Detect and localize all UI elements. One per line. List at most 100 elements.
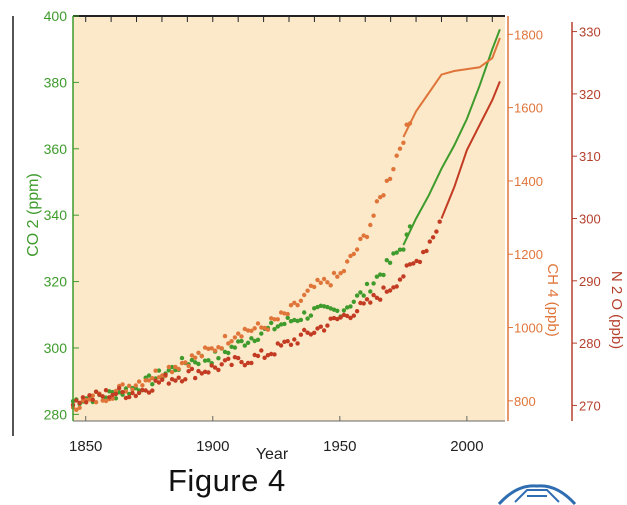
data-point-n2o	[374, 295, 380, 300]
data-point-n2o	[364, 297, 370, 302]
n2o-tick-label: 320	[579, 87, 601, 102]
x-axis-label: Year	[256, 446, 289, 463]
data-point-ch4	[368, 222, 373, 228]
n2o-tick-label: 290	[579, 274, 601, 289]
data-point-ch4	[348, 253, 353, 259]
data-point-n2o	[120, 389, 125, 395]
data-point-ch4	[123, 389, 129, 394]
data-point-n2o	[282, 339, 287, 344]
data-point-co2	[169, 364, 175, 370]
data-point-n2o	[186, 369, 191, 374]
data-point-ch4	[183, 360, 188, 365]
data-point-co2	[321, 304, 327, 309]
data-point-co2	[242, 343, 247, 348]
data-point-n2o	[292, 337, 297, 342]
data-point-ch4	[351, 251, 356, 257]
data-point-ch4	[74, 407, 79, 412]
data-point-ch4	[189, 353, 195, 358]
data-point-n2o	[236, 355, 241, 361]
data-point-ch4	[219, 346, 224, 351]
data-point-n2o	[335, 316, 340, 322]
data-point-n2o	[411, 261, 416, 266]
data-point-co2	[358, 290, 363, 295]
data-point-n2o	[275, 341, 280, 346]
data-point-ch4	[391, 167, 396, 172]
plot-area	[73, 16, 505, 421]
data-point-ch4	[206, 346, 211, 351]
ch4-tick-label: 1200	[514, 247, 543, 262]
x-tick-label: 1950	[323, 438, 356, 455]
data-point-co2	[374, 274, 380, 279]
data-point-co2	[127, 391, 132, 397]
data-point-ch4	[288, 303, 294, 308]
data-point-co2	[384, 258, 389, 263]
data-point-n2o	[318, 324, 323, 329]
data-point-co2	[150, 382, 155, 387]
x-tick-label: 2000	[450, 438, 483, 455]
data-point-n2o	[325, 323, 330, 328]
data-point-co2	[269, 320, 274, 326]
data-point-n2o	[150, 388, 155, 393]
data-point-co2	[325, 304, 330, 310]
ch4-tick-label: 1800	[514, 27, 543, 42]
data-point-n2o	[387, 288, 393, 293]
data-point-n2o	[143, 388, 148, 393]
series-layer	[70, 28, 501, 412]
data-point-ch4	[242, 326, 247, 332]
data-point-co2	[298, 317, 304, 323]
data-point-ch4	[166, 364, 171, 370]
data-point-n2o	[417, 259, 423, 265]
n2o-tick-label: 280	[579, 336, 601, 351]
data-point-n2o	[156, 380, 162, 385]
data-point-ch4	[358, 236, 363, 242]
data-point-n2o	[163, 372, 168, 377]
data-point-co2	[302, 310, 307, 315]
data-point-co2	[364, 281, 370, 287]
data-point-n2o	[160, 377, 165, 382]
data-point-co2	[285, 315, 290, 320]
data-point-co2	[381, 272, 386, 278]
n2o-tick-label: 310	[579, 149, 601, 164]
data-point-ch4	[387, 176, 393, 182]
data-point-co2	[315, 304, 320, 310]
data-point-co2	[255, 337, 261, 342]
data-point-co2	[196, 361, 201, 367]
data-point-n2o	[255, 353, 261, 359]
axis-layer: 1850 1900 1950 2000 Year 280 300 320 340 360 380 40…	[25, 8, 625, 463]
data-point-ch4	[378, 195, 383, 200]
data-point-n2o	[368, 300, 373, 305]
data-point-n2o	[414, 258, 419, 264]
data-point-n2o	[193, 375, 198, 381]
data-point-ch4	[404, 122, 409, 127]
data-point-ch4	[325, 280, 330, 285]
data-point-n2o	[305, 330, 310, 335]
data-point-n2o	[358, 300, 363, 306]
data-point-ch4	[335, 274, 340, 279]
data-point-n2o	[394, 284, 399, 289]
data-point-co2	[387, 260, 393, 265]
data-point-ch4	[110, 396, 115, 401]
data-point-ch4	[265, 327, 271, 332]
co2-tick-label: 360	[44, 141, 68, 157]
data-point-n2o	[249, 360, 254, 366]
data-point-co2	[202, 358, 208, 363]
data-point-n2o	[212, 365, 218, 370]
ch4-tick-label: 1400	[514, 174, 543, 189]
data-point-n2o	[295, 341, 300, 346]
data-point-n2o	[298, 332, 304, 337]
data-point-n2o	[391, 285, 396, 290]
data-point-ch4	[269, 316, 274, 321]
data-point-n2o	[378, 297, 383, 302]
data-point-co2	[351, 299, 356, 304]
series-line-ch4	[402, 37, 501, 138]
data-point-n2o	[312, 330, 317, 335]
data-point-ch4	[146, 378, 152, 383]
data-point-co2	[166, 368, 171, 373]
data-point-n2o	[302, 327, 307, 333]
data-point-co2	[236, 339, 241, 344]
data-point-ch4	[272, 317, 277, 322]
data-point-ch4	[285, 311, 290, 317]
data-point-n2o	[103, 388, 109, 393]
data-point-n2o	[183, 377, 188, 382]
